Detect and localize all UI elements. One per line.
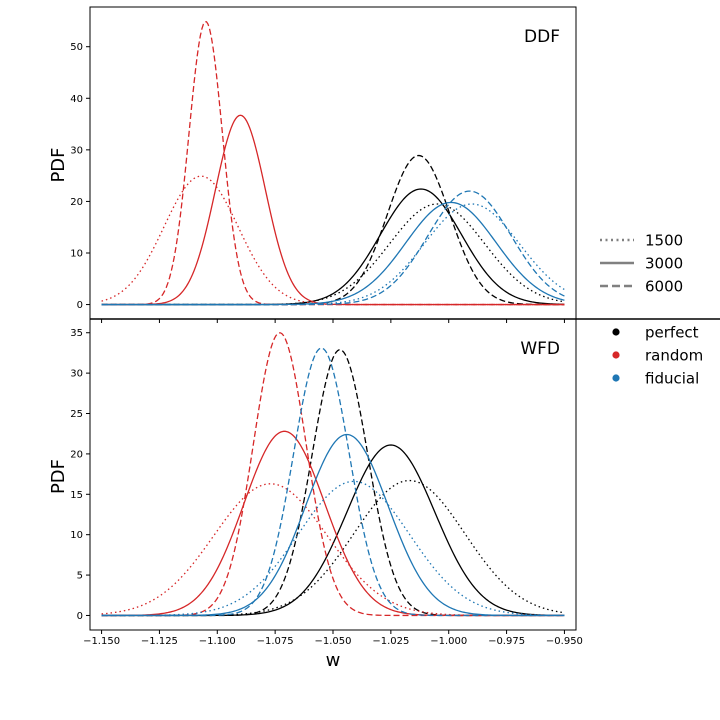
legend-label-3000: 3000 [645,255,683,273]
curve-fiducial-6000 [101,190,565,306]
y-tick-label: 10 [70,248,83,259]
y-tick-label: 0 [77,300,83,311]
y-tick-label: 20 [70,449,83,460]
curve-perfect-1500 [101,479,565,617]
y-tick-label: 30 [70,369,83,380]
x-tick-label: −1.050 [314,636,351,647]
ddf-panel: 0 10 20 30 40 50 DDF PDF [48,6,720,323]
curve-fiducial-1500 [101,480,565,617]
y-tick-label: 50 [70,42,83,53]
curve-random-6000 [101,332,565,617]
curve-random-3000 [101,430,565,617]
plot-frame [89,6,577,320]
x-tick-label: −1.125 [141,636,178,647]
y-tick-label: 35 [70,328,83,339]
y-tick-label: 25 [70,409,83,420]
legend-marker-fiducial [612,374,620,382]
curve-perfect-3000 [101,188,565,306]
x-tick-label: −0.975 [488,636,525,647]
legend-label-random: random [645,347,703,365]
legend: 1500 3000 6000 perfect random fiducial [600,232,703,388]
y-tick-label: 40 [70,94,83,105]
legend-marker-perfect [612,328,620,336]
legend-label-6000: 6000 [645,278,683,296]
curve-perfect-1500 [101,203,565,306]
y-tick-label: 30 [70,145,83,156]
x-tick-label: −1.075 [257,636,294,647]
y-tick-label: 20 [70,197,83,208]
plot-frame [89,318,577,631]
legend-label-perfect: perfect [645,324,699,342]
x-tick-label: −1.000 [430,636,467,647]
x-tick-label: −0.950 [546,636,583,647]
curve-random-6000 [101,21,565,306]
y-axis-label: PDF [48,147,69,182]
x-axis: −1.150 −1.125 −1.100 −1.075 −1.050 −1.025 −1.0… [83,636,583,671]
y-axis-label: PDF [48,459,69,494]
curve-random-1500 [101,483,565,617]
x-tick-label: −1.100 [199,636,236,647]
x-tick-label: −1.150 [83,636,120,647]
panel-label: DDF [524,27,560,47]
wfd-panel: 0 5 10 15 20 25 30 35 WFD PDF [48,318,577,634]
y-tick-label: 0 [77,611,83,622]
panel-label: WFD [520,339,560,359]
legend-marker-random [612,351,620,359]
legend-label-fiducial: fiducial [645,370,699,388]
y-tick-label: 5 [77,571,83,582]
curve-fiducial-6000 [101,347,565,617]
x-axis-label: w [326,650,341,671]
y-tick-label: 15 [70,490,83,501]
y-tick-label: 10 [70,530,83,541]
legend-label-1500: 1500 [645,232,683,250]
curve-perfect-3000 [101,444,565,617]
curve-fiducial-1500 [101,203,565,306]
x-tick-label: −1.025 [372,636,409,647]
curve-perfect-6000 [101,349,565,617]
curve-fiducial-3000 [101,201,565,306]
